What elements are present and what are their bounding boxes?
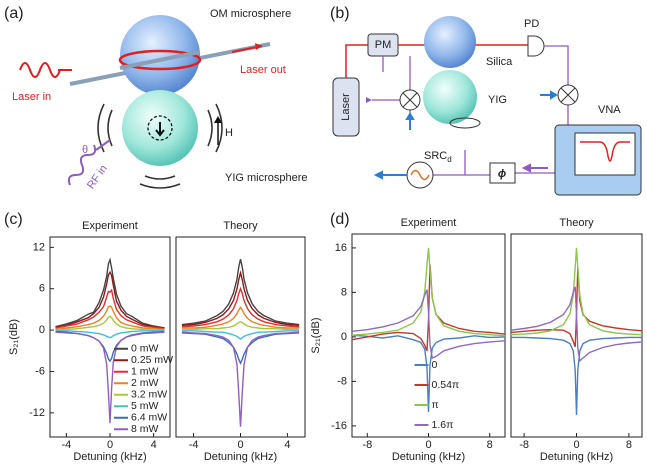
y-tick-label: -12 bbox=[29, 407, 45, 419]
legend-label: 1 mW bbox=[131, 366, 159, 378]
panel-label: (b) bbox=[330, 5, 350, 22]
legend-label: π bbox=[432, 399, 439, 411]
y-tick-label: 0 bbox=[39, 324, 45, 336]
yig-sphere bbox=[423, 70, 477, 124]
legend-label: 8 mW bbox=[131, 423, 159, 435]
legend-label: 0.25 mW bbox=[131, 354, 173, 366]
legend-label: 0 mW bbox=[131, 343, 159, 355]
chart-title: Experiment bbox=[401, 217, 457, 229]
legend-label: 6.4 mW bbox=[131, 412, 167, 424]
legend-label: 1.6π bbox=[432, 419, 454, 431]
x-tick-label: -8 bbox=[519, 439, 529, 451]
y-tick-label: -8 bbox=[337, 375, 347, 387]
figure: (a) (b) (c) (d) OM microsphere Laser in … bbox=[0, 0, 647, 466]
panel-label: (d) bbox=[330, 211, 350, 228]
plot-frame bbox=[176, 237, 305, 437]
legend-label: 0 bbox=[432, 359, 438, 371]
label: PD bbox=[524, 18, 539, 30]
x-tick-label: 0 bbox=[573, 439, 579, 451]
x-tick-label: -8 bbox=[362, 439, 372, 451]
diagram-a: OM microsphere Laser in Laser out H YIG … bbox=[12, 8, 308, 191]
arrow-head bbox=[366, 97, 372, 103]
chart-title: Theory bbox=[223, 220, 258, 232]
y-tick-label: -6 bbox=[35, 365, 45, 377]
x-tick-label: 8 bbox=[626, 439, 632, 451]
x-tick-label: -4 bbox=[61, 439, 71, 451]
x-tick-label: -4 bbox=[189, 439, 199, 451]
legend-label: 0.54π bbox=[432, 379, 460, 391]
x-axis-label: Detuning (kHz) bbox=[73, 451, 146, 463]
label: Laser out bbox=[240, 64, 286, 76]
label: RF in bbox=[85, 163, 110, 191]
charts: Experiment Detuning (kHz) S₂₁(dB) -4 0 4 12 6 0 -… bbox=[8, 217, 642, 463]
label: Laser in bbox=[12, 91, 51, 103]
y-tick-label: 16 bbox=[335, 242, 347, 254]
silica-sphere bbox=[424, 16, 476, 68]
y-tick-label: 0 bbox=[341, 331, 347, 343]
laser-wave bbox=[20, 63, 60, 77]
arrow bbox=[376, 172, 407, 178]
pd bbox=[528, 36, 544, 56]
label-subscript: d bbox=[447, 155, 451, 164]
panel-label: (c) bbox=[4, 211, 23, 228]
panel-label: (a) bbox=[4, 5, 24, 22]
x-axis-label: Detuning (kHz) bbox=[204, 451, 277, 463]
optical-path bbox=[346, 45, 368, 78]
label: θ bbox=[82, 144, 88, 156]
chart-title: Experiment bbox=[82, 220, 138, 232]
y-axis-label: S₂₁(dB) bbox=[8, 319, 20, 355]
chart-title: Theory bbox=[559, 217, 594, 229]
x-tick-label: 8 bbox=[487, 439, 493, 451]
vna-screen bbox=[575, 133, 635, 175]
x-axis-label: Detuning (kHz) bbox=[540, 451, 613, 463]
x-tick-label: 4 bbox=[284, 439, 290, 451]
legend-label: 3.2 mW bbox=[131, 389, 167, 401]
y-tick-label: 6 bbox=[39, 283, 45, 295]
y-tick-label: 8 bbox=[341, 286, 347, 298]
label: PM bbox=[375, 39, 392, 51]
x-tick-label: 4 bbox=[151, 439, 157, 451]
label: SRC bbox=[424, 150, 447, 162]
label: SRCd bbox=[424, 150, 452, 164]
label: Silica bbox=[486, 56, 513, 68]
x-tick-label: 0 bbox=[107, 439, 113, 451]
arrow bbox=[524, 165, 548, 171]
label: VNA bbox=[598, 104, 621, 116]
label: H bbox=[225, 127, 233, 139]
legend-label: 5 mW bbox=[131, 400, 159, 412]
y-axis-label: S₂₁(dB) bbox=[310, 317, 322, 353]
label: OM microsphere bbox=[210, 8, 291, 20]
label: YIG bbox=[488, 94, 507, 106]
diagram-b: Laser PM Silica YIG PD VNA ϕ SRCd bbox=[333, 16, 641, 195]
label: Laser bbox=[340, 93, 352, 121]
y-tick-label: -16 bbox=[331, 420, 347, 432]
x-tick-label: 0 bbox=[425, 439, 431, 451]
legend-label: 2 mW bbox=[131, 377, 159, 389]
label: YIG microsphere bbox=[225, 172, 308, 184]
x-axis-label: Detuning (kHz) bbox=[392, 451, 465, 463]
label: ϕ bbox=[498, 168, 506, 180]
x-tick-label: 0 bbox=[237, 439, 243, 451]
y-tick-label: 12 bbox=[33, 241, 45, 253]
